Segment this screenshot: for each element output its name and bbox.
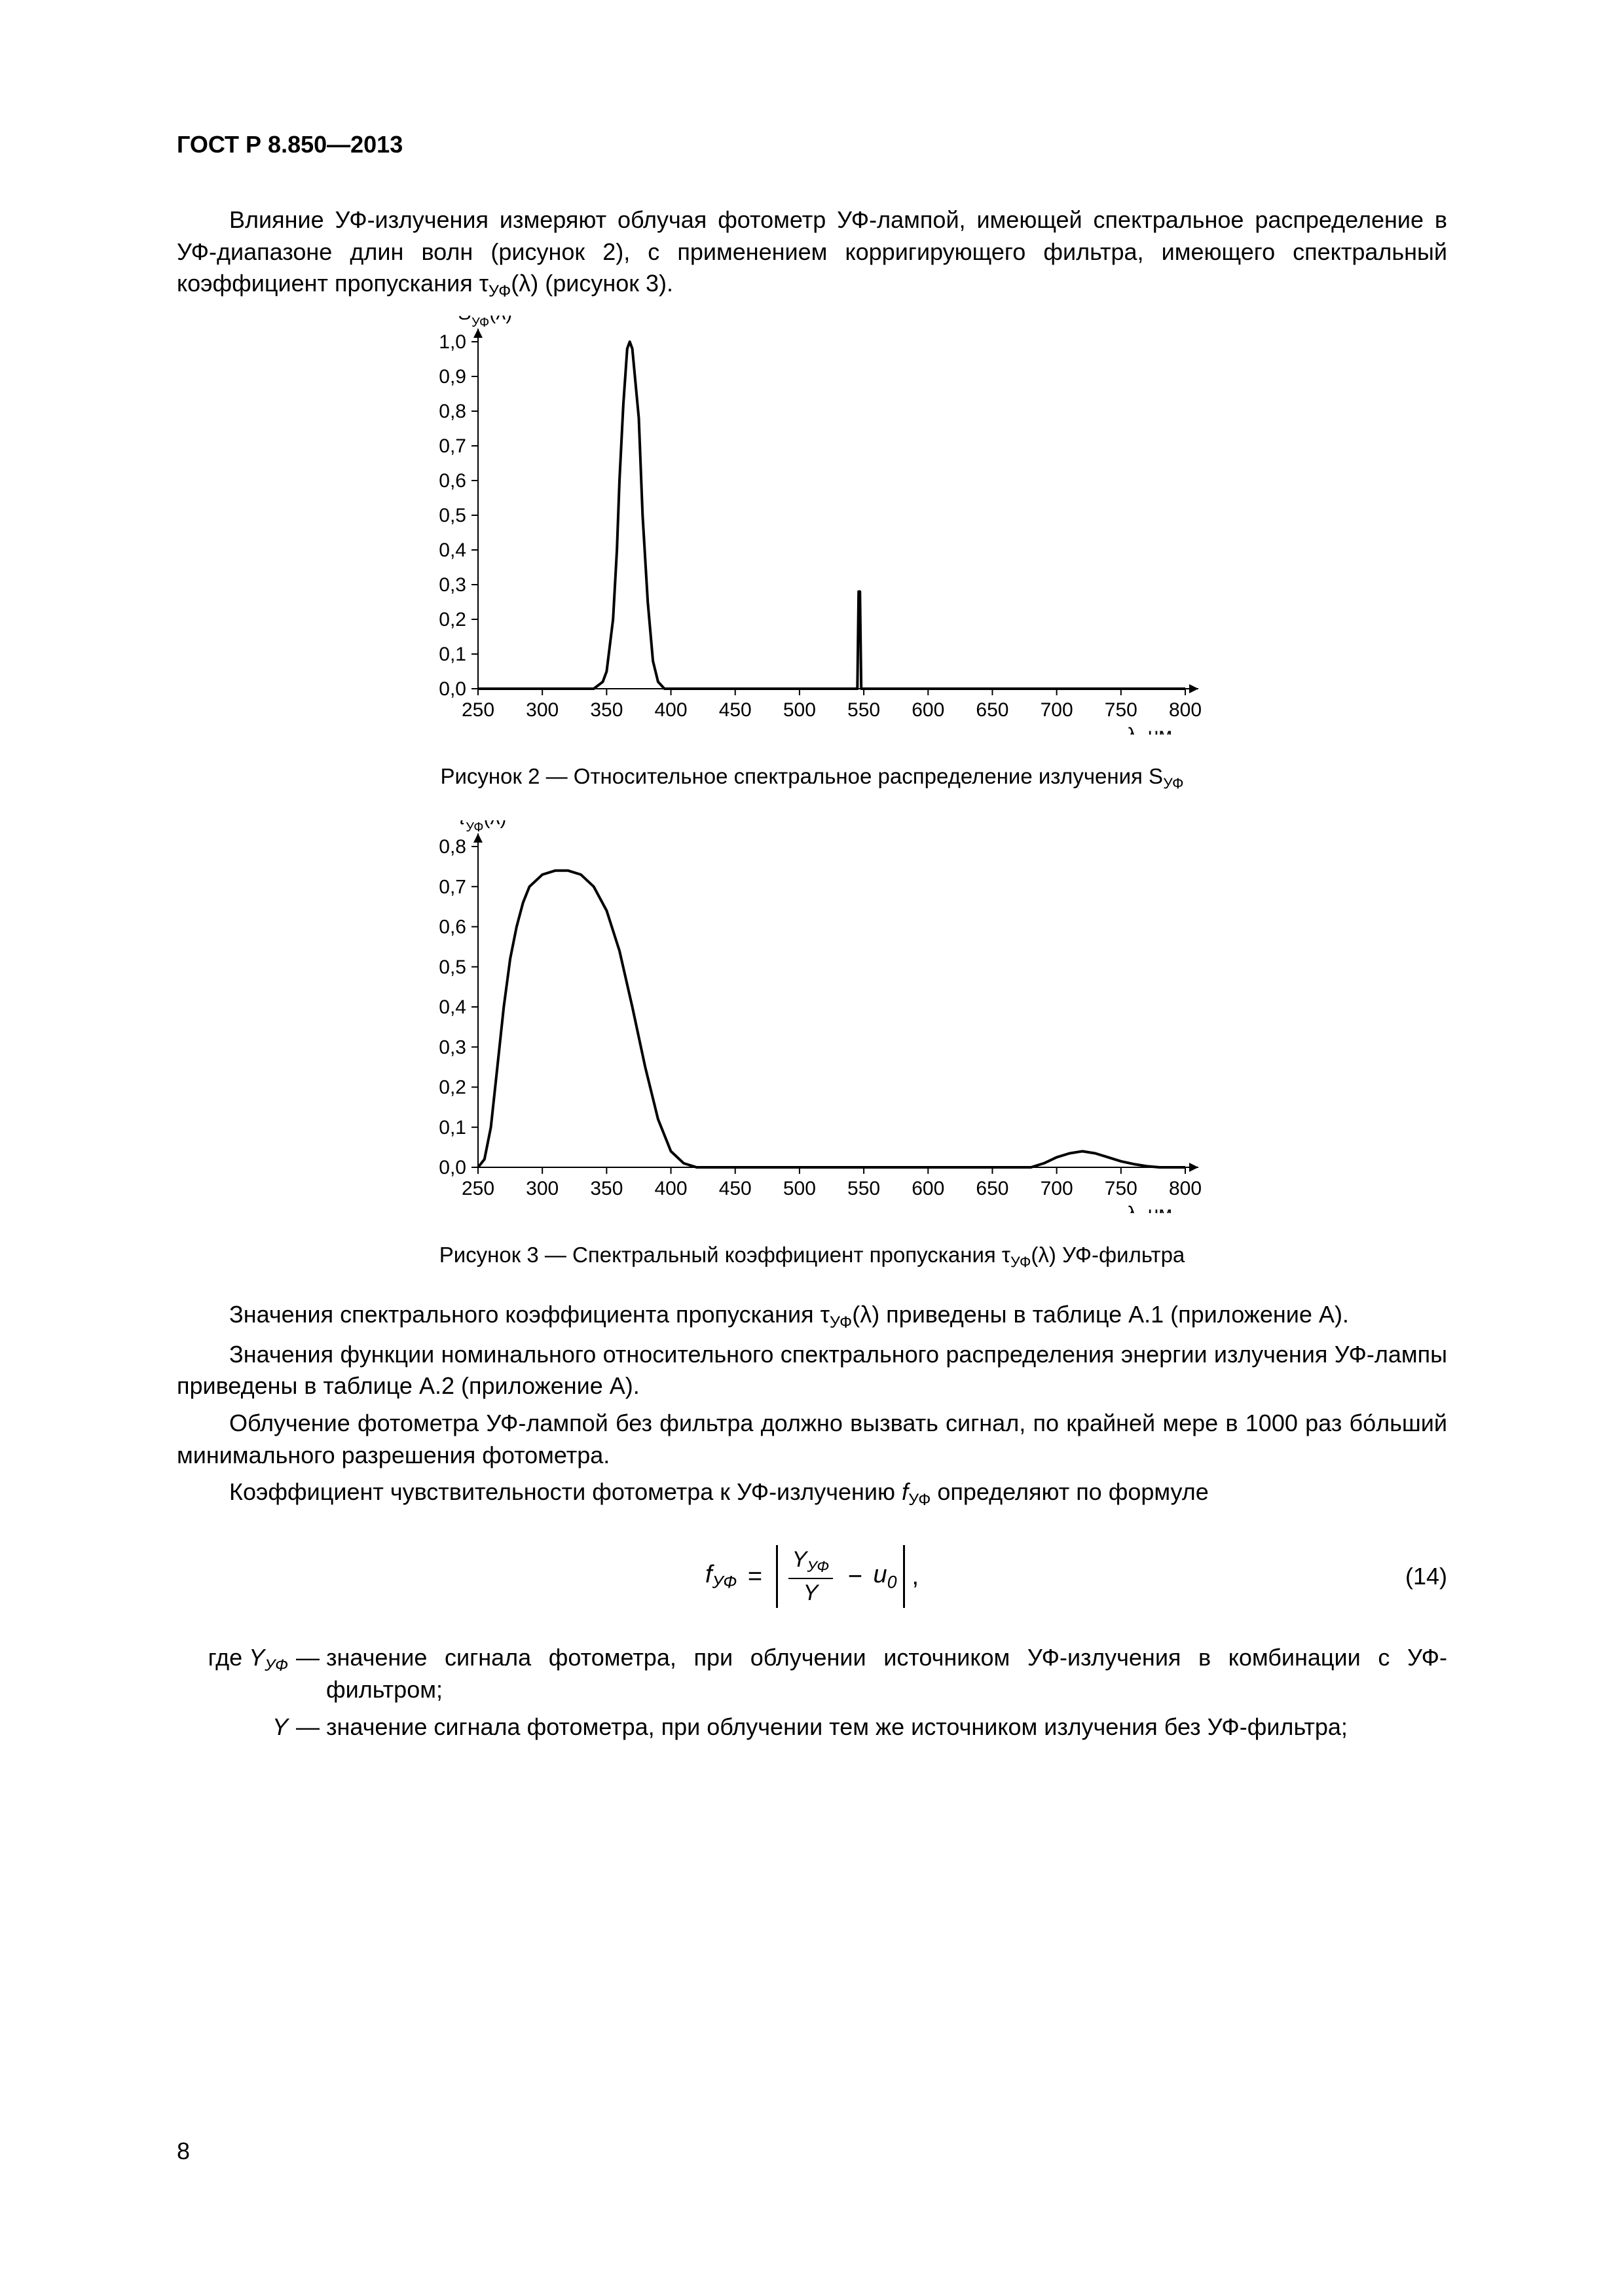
svg-text:0,6: 0,6 — [439, 916, 466, 938]
formula-14: fУФ = YУФ Y − u0 , (14) — [177, 1537, 1447, 1616]
formula-lhs: fУФ — [705, 1561, 737, 1593]
chart-2: 250 300 350 400 450 500 550 600 650 700 750 800 0,0 0… — [406, 316, 1218, 735]
svg-text:250: 250 — [462, 699, 494, 721]
svg-text:250: 250 — [462, 1178, 494, 1199]
svg-text:800: 800 — [1169, 699, 1202, 721]
svg-text:500: 500 — [783, 1178, 816, 1199]
caption-2: Рисунок 2 — Относительное спектральное р… — [177, 764, 1447, 793]
chart-3: 250 300 350 400 450 500 550 600 650 700 750 800 0,0 0… — [406, 820, 1218, 1213]
svg-text:0,6: 0,6 — [439, 470, 466, 492]
svg-text:0,3: 0,3 — [439, 574, 466, 596]
svg-text:0,0: 0,0 — [439, 678, 466, 700]
formula-minus: u0 — [874, 1561, 897, 1593]
para-4: Облучение фотометра УФ-лампой без фильтр… — [177, 1408, 1447, 1471]
svg-text:500: 500 — [783, 699, 816, 721]
svg-text:0,4: 0,4 — [439, 996, 466, 1018]
svg-text:650: 650 — [976, 1178, 1008, 1199]
svg-text:300: 300 — [526, 1178, 559, 1199]
svg-text:350: 350 — [590, 699, 623, 721]
chart-2-wrap: 250 300 350 400 450 500 550 600 650 700 750 800 0,0 0… — [177, 316, 1447, 738]
svg-text:450: 450 — [719, 1178, 752, 1199]
page-number: 8 — [177, 2138, 190, 2165]
formula-number: (14) — [1405, 1563, 1447, 1590]
svg-text:700: 700 — [1041, 1178, 1073, 1199]
chart-3-wrap: 250 300 350 400 450 500 550 600 650 700 750 800 0,0 0… — [177, 820, 1447, 1216]
doc-header: ГОСТ Р 8.850—2013 — [177, 131, 1447, 158]
svg-text:750: 750 — [1105, 1178, 1137, 1199]
svg-text:1,0: 1,0 — [439, 331, 466, 353]
svg-text:0,8: 0,8 — [439, 401, 466, 422]
svg-text:400: 400 — [655, 699, 688, 721]
svg-text:0,0: 0,0 — [439, 1157, 466, 1178]
para-2: Значения спектрального коэффициента проп… — [177, 1299, 1447, 1334]
svg-text:0,3: 0,3 — [439, 1036, 466, 1058]
svg-text:300: 300 — [526, 699, 559, 721]
svg-text:550: 550 — [847, 1178, 880, 1199]
svg-text:400: 400 — [655, 1178, 688, 1199]
svg-text:0,7: 0,7 — [439, 435, 466, 457]
svg-text:350: 350 — [590, 1178, 623, 1199]
svg-text:700: 700 — [1041, 699, 1073, 721]
svg-text:600: 600 — [912, 699, 944, 721]
svg-text:0,8: 0,8 — [439, 836, 466, 858]
svg-text:τУФ(λ): τУФ(λ) — [458, 820, 506, 835]
para-5: Коэффициент чувствительности фотометра к… — [177, 1476, 1447, 1511]
svg-text:0,2: 0,2 — [439, 1076, 466, 1098]
where-block: где YУФ—значение сигнала фотометра, при … — [177, 1642, 1447, 1743]
svg-text:0,7: 0,7 — [439, 876, 466, 898]
formula-num: YУФ — [788, 1547, 834, 1576]
svg-text:0,1: 0,1 — [439, 644, 466, 665]
svg-text:λ, нм: λ, нм — [1127, 724, 1172, 735]
svg-text:0,1: 0,1 — [439, 1117, 466, 1139]
svg-text:0,5: 0,5 — [439, 957, 466, 978]
formula-den: Y — [800, 1580, 822, 1606]
para-3: Значения функции номинального относитель… — [177, 1339, 1447, 1402]
svg-text:0,5: 0,5 — [439, 505, 466, 526]
svg-text:750: 750 — [1105, 699, 1137, 721]
para-1: Влияние УФ-излучения измеряют облучая фо… — [177, 204, 1447, 302]
svg-text:800: 800 — [1169, 1178, 1202, 1199]
svg-text:450: 450 — [719, 699, 752, 721]
svg-text:600: 600 — [912, 1178, 944, 1199]
svg-text:SУФ(λ): SУФ(λ) — [458, 316, 512, 330]
svg-text:550: 550 — [847, 699, 880, 721]
svg-text:650: 650 — [976, 699, 1008, 721]
svg-text:0,2: 0,2 — [439, 609, 466, 630]
svg-text:0,4: 0,4 — [439, 539, 466, 561]
caption-3: Рисунок 3 — Спектральный коэффициент про… — [177, 1243, 1447, 1271]
svg-text:λ, нм: λ, нм — [1127, 1203, 1172, 1213]
svg-text:0,9: 0,9 — [439, 366, 466, 388]
